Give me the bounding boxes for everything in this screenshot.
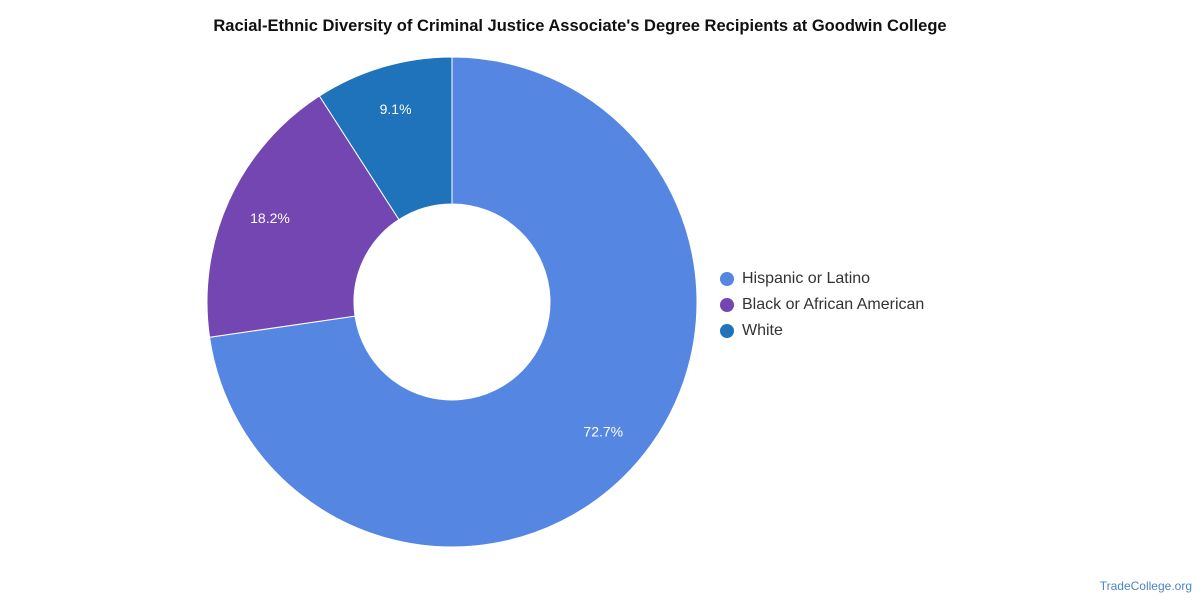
- legend-item-black[interactable]: Black or African American: [720, 292, 924, 318]
- slice-label-hispanic: 72.7%: [583, 424, 623, 440]
- slice-labels-group: 72.7% 18.2% 9.1%: [250, 101, 623, 440]
- source-watermark[interactable]: TradeCollege.org: [1099, 579, 1192, 593]
- chart-title: Racial-Ethnic Diversity of Criminal Just…: [213, 17, 947, 35]
- legend-label-hispanic: Hispanic or Latino: [742, 270, 871, 287]
- legend-label-black: Black or African American: [742, 296, 925, 313]
- slice-black[interactable]: [206, 95, 400, 338]
- slice-hispanic[interactable]: [208, 56, 698, 548]
- legend-swatch-white: [720, 324, 734, 338]
- slice-white[interactable]: [318, 56, 453, 221]
- legend-label-white: White: [742, 322, 783, 339]
- slices-group: [206, 56, 698, 548]
- legend-item-white[interactable]: White: [720, 318, 924, 344]
- slice-label-black: 18.2%: [250, 210, 290, 226]
- slice-label-white: 9.1%: [380, 101, 412, 117]
- legend: Hispanic or Latino Black or African Amer…: [720, 266, 924, 344]
- legend-swatch-hispanic: [720, 272, 734, 286]
- legend-swatch-black: [720, 298, 734, 312]
- legend-item-hispanic[interactable]: Hispanic or Latino: [720, 266, 924, 292]
